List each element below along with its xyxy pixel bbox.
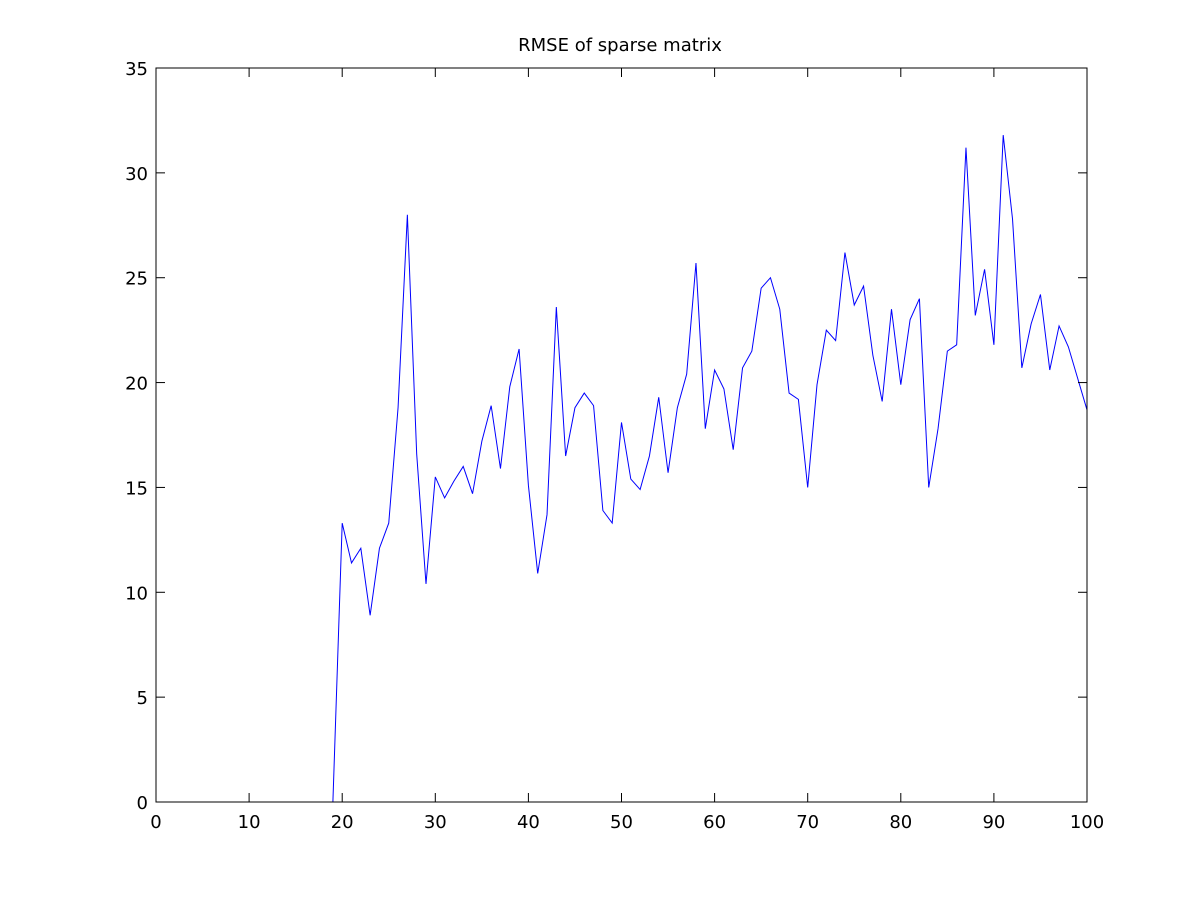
y-tick-label: 5 [137, 688, 148, 709]
y-tick-label: 25 [125, 269, 148, 290]
chart-title: RMSE of sparse matrix [518, 35, 722, 56]
y-tick-label: 10 [125, 583, 148, 604]
x-tick-label: 30 [424, 812, 447, 833]
x-tick-label: 80 [889, 812, 912, 833]
y-tick-label: 20 [125, 374, 148, 395]
plot-area [156, 68, 1087, 802]
x-tick-label: 90 [982, 812, 1005, 833]
x-tick-label: 20 [331, 812, 354, 833]
series-line-0 [332, 135, 1088, 803]
x-tick-label: 100 [1070, 812, 1104, 833]
y-tick-label: 0 [137, 793, 148, 814]
x-tick-label: 50 [610, 812, 633, 833]
y-tick-label: 15 [125, 478, 148, 499]
plot-frame [155, 67, 1088, 803]
x-tick-label: 40 [517, 812, 540, 833]
y-tick-label: 35 [125, 59, 148, 80]
x-tick-label: 0 [150, 812, 161, 833]
axes-layer: 0 10 20 30 40 50 60 70 80 90 100 0 5 10 15 20 25 30 35 [125, 59, 1104, 833]
x-tick-label: 70 [796, 812, 819, 833]
x-tick-label: 10 [238, 812, 261, 833]
series-layer [332, 135, 1088, 803]
x-tick-label: 60 [703, 812, 726, 833]
y-tick-label: 30 [125, 164, 148, 185]
